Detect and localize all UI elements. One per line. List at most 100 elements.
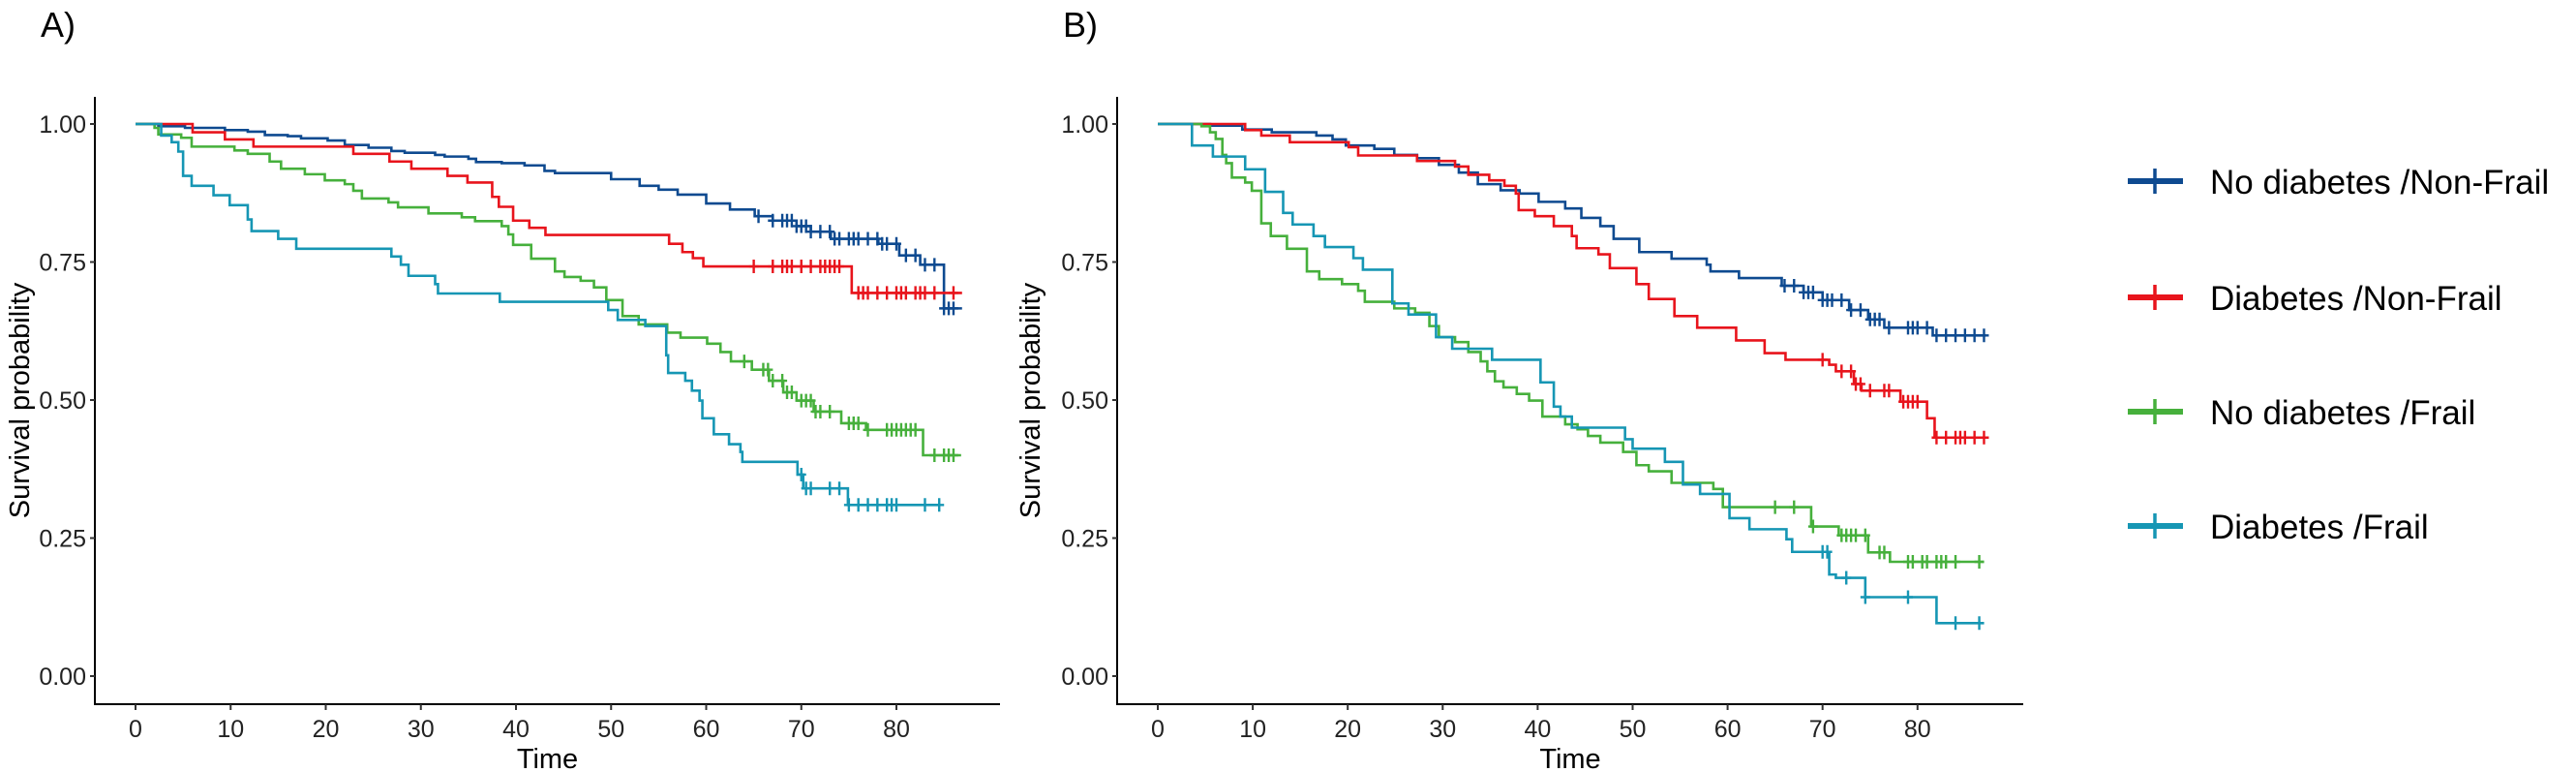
- censor-mark: [1941, 555, 1952, 570]
- censor-mark: [863, 498, 873, 512]
- panel-title: A): [41, 5, 76, 45]
- censor-mark: [825, 481, 835, 496]
- x-tick-label: 40: [502, 716, 530, 743]
- censor-mark: [920, 258, 930, 272]
- censor-mark: [863, 286, 873, 300]
- censor-mark: [1974, 616, 1985, 631]
- survival-curve: [1158, 122, 1985, 564]
- legend-item: Diabetes /Non-Frail: [2128, 280, 2502, 318]
- censor-mark: [1770, 500, 1780, 514]
- x-axis-title: Time: [1539, 744, 1600, 772]
- series-diabetes-frail: [1158, 122, 1985, 631]
- censor-mark: [1922, 321, 1932, 335]
- censor-mark: [1979, 328, 1989, 343]
- censor-mark: [853, 232, 864, 246]
- censor-mark: [1841, 571, 1852, 585]
- censor-mark: [796, 260, 806, 274]
- x-tick-label: 10: [217, 716, 244, 743]
- censor-mark: [763, 362, 773, 377]
- censor-mark: [1789, 500, 1800, 514]
- censor-mark: [1912, 321, 1923, 335]
- survival-curve: [136, 122, 961, 457]
- censor-mark: [1851, 528, 1862, 542]
- y-tick-label: 0.25: [39, 526, 86, 553]
- x-tick-label: 80: [883, 716, 910, 743]
- legend-label: Diabetes /Non-Frail: [2210, 280, 2502, 318]
- x-tick-label: 20: [1334, 716, 1361, 743]
- y-tick-label: 1.00: [1061, 111, 1108, 139]
- censor-mark: [1884, 321, 1894, 335]
- censor-mark: [815, 225, 826, 239]
- censor-mark: [1807, 519, 1818, 534]
- censor-mark: [1860, 590, 1870, 604]
- x-axis-title: Time: [517, 744, 578, 772]
- censor-mark: [1879, 545, 1890, 560]
- censor-mark: [882, 236, 893, 251]
- censor-mark: [1941, 328, 1952, 343]
- censor-mark: [748, 260, 759, 274]
- y-tick-label: 0.75: [1061, 250, 1108, 277]
- censor-mark: [1864, 384, 1875, 398]
- censor-mark: [1860, 528, 1870, 542]
- censor-mark: [786, 386, 797, 400]
- censor-mark: [1827, 293, 1837, 307]
- series-no-diabetes-frail: [1158, 122, 1985, 570]
- x-tick-label: 50: [597, 716, 624, 743]
- survival-curve: [136, 122, 962, 310]
- censor-mark: [1836, 293, 1847, 307]
- censor-mark: [1959, 430, 1970, 445]
- censor-mark: [853, 416, 864, 430]
- censor-mark: [929, 448, 940, 462]
- survival-curve: [136, 122, 940, 507]
- censor-mark: [920, 286, 930, 300]
- legend-label: No diabetes /Frail: [2210, 394, 2475, 432]
- censor-mark: [1902, 590, 1913, 604]
- censor-mark: [1855, 377, 1865, 391]
- censor-mark: [796, 467, 806, 481]
- censor-mark: [805, 393, 816, 408]
- x-tick-label: 0: [1151, 716, 1165, 743]
- censor-mark: [834, 260, 845, 274]
- y-tick-label: 0.50: [39, 387, 86, 415]
- censor-mark: [1874, 312, 1885, 326]
- censor-mark: [853, 498, 864, 512]
- censor-mark: [786, 260, 797, 274]
- censor-mark: [1846, 303, 1857, 318]
- legend-label: No diabetes /Non-Frail: [2210, 164, 2549, 201]
- censor-mark: [1836, 364, 1847, 379]
- censor-mark: [768, 374, 778, 388]
- censor-mark: [739, 355, 749, 369]
- survival-curve: [1158, 122, 1985, 625]
- censor-mark: [1979, 430, 1989, 445]
- x-tick-label: 70: [1809, 716, 1836, 743]
- censor-mark: [834, 481, 845, 496]
- censor-mark: [863, 232, 873, 246]
- x-tick-label: 80: [1904, 716, 1931, 743]
- censor-mark: [863, 422, 873, 437]
- censor-mark: [872, 286, 883, 300]
- x-tick-label: 50: [1620, 716, 1647, 743]
- censor-mark: [1846, 364, 1857, 379]
- censor-mark: [1855, 303, 1865, 318]
- x-tick-label: 20: [313, 716, 340, 743]
- censor-mark: [872, 498, 883, 512]
- y-tick-label: 1.00: [39, 111, 86, 139]
- y-axis-title: Survival probability: [1015, 282, 1046, 518]
- censor-mark: [825, 404, 835, 418]
- censor-mark: [929, 286, 940, 300]
- censor-mark: [1931, 430, 1942, 445]
- censor-mark: [1931, 328, 1942, 343]
- censor-mark: [1884, 384, 1894, 398]
- censor-mark: [934, 498, 945, 512]
- x-tick-label: 30: [408, 716, 435, 743]
- censor-mark: [948, 301, 958, 316]
- censor-mark: [1912, 394, 1923, 409]
- censor-mark: [892, 236, 901, 251]
- censor-mark: [892, 498, 901, 512]
- censor-mark: [900, 248, 911, 262]
- y-tick-label: 0.25: [1061, 526, 1108, 553]
- censor-mark: [1822, 544, 1833, 559]
- censor-mark: [882, 286, 893, 300]
- legend-item: Diabetes /Frail: [2128, 509, 2429, 546]
